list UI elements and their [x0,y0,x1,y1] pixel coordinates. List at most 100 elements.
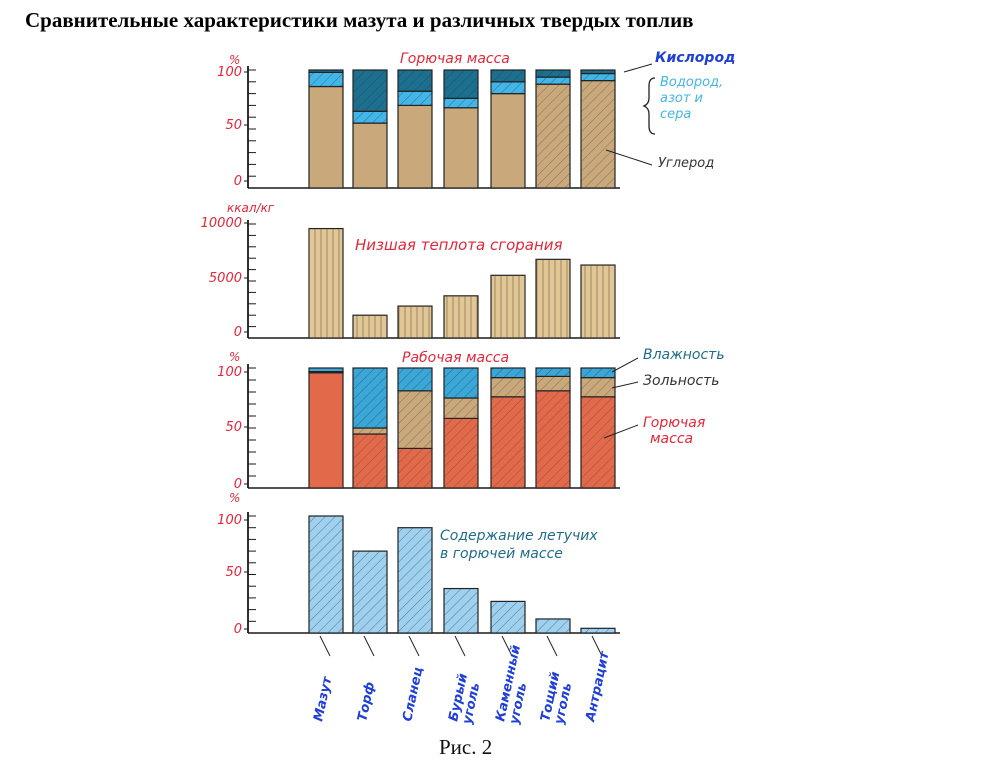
bar-hatch [353,551,387,633]
y-tick-label: 0 [234,325,242,340]
panel4-title-line1: Содержание летучих [440,528,598,544]
bar-hatch [581,377,615,397]
bar-hatch [444,398,478,419]
bar-hatch [444,98,478,108]
figure-caption: Рис. 2 [439,735,493,759]
panel3-title: Рабочая масса [402,350,509,366]
legend-oxygen: Кислород [655,50,735,66]
bar-hatch [398,368,432,391]
bar-hatch [491,275,525,338]
legend-ash: Зольность [643,373,720,389]
y-tick-label: 5000 [209,271,242,286]
bar-segment [308,372,344,489]
y-tick-label: 10000 [201,216,242,231]
y-tick-label: 50 [225,420,242,435]
leader-combustible [603,424,639,439]
panel1-unit: % [229,53,240,67]
bar-hatch [309,72,343,87]
bar-hatch [398,390,432,449]
leader-oxygen [623,63,653,73]
bar-segment [308,85,344,189]
panel3-unit: % [229,350,240,364]
bar-hatch [444,588,478,633]
leader-ash [611,381,639,389]
bar-segment [308,367,344,373]
y-tick-label: 0 [234,174,242,189]
combustible_composition-panel: 0 50 100 [217,65,620,189]
bar-hatch [581,628,615,633]
bar-hatch [491,368,525,378]
y-tick-label: 0 [234,477,242,492]
bar-hatch [581,265,615,338]
x-label-leader [319,635,331,657]
axes-layer: 0 50 100 0 5000 10000 0 50 100 0 50 100 [201,65,620,637]
legend-hns-line3: сера [660,107,691,122]
x-tick-label: Торф [355,680,378,722]
bar-hatch [398,70,432,92]
bar-hatch [353,111,387,124]
y-tick-label: 50 [225,565,242,580]
bar-hatch [398,306,432,338]
x-tick-label: Сланец [400,666,426,723]
bar-hatch [491,601,525,633]
panel2-unit: ккал/кг [227,201,275,215]
bar-hatch [353,315,387,338]
bar-hatch [536,368,570,377]
bar-hatch [581,73,615,81]
bar-hatch [581,80,615,188]
x-label-leader [363,635,375,657]
x-tick-label-line: Сланец [400,666,426,723]
bar-segment [352,122,388,189]
x-tick-label: Антрацит [583,649,613,724]
leader-carbon [605,149,653,166]
bar-segment [397,104,433,189]
bar-hatch [398,448,432,488]
x-label-leader [546,635,558,657]
bar-hatch [309,70,343,73]
x-label-leader [501,635,513,657]
legend-hns-line2: азот и [660,91,703,106]
x-tick-label-line: Торф [355,680,378,722]
bar-hatch [536,618,570,633]
legend-moisture: Влажность [643,347,725,363]
bars-layer [308,69,616,634]
bar-hatch [491,81,525,94]
panel1-title: Горючая масса [400,51,510,67]
bar-hatch [353,368,387,428]
y-tick-label: 0 [234,622,242,637]
x-tick-label-line: Антрацит [583,649,613,724]
page-title: Сравнительные характеристики мазута и ра… [25,8,694,32]
bar-hatch [444,70,478,99]
bar-hatch [444,418,478,488]
legend-combustible-line1: Горючая [643,415,705,431]
bar-hatch [398,91,432,106]
legend-carbon: Углерод [658,156,714,171]
x-label-leader [591,635,603,657]
panel2-title: Низшая теплота сгорания [355,236,563,254]
bar-hatch [536,70,570,78]
bar-hatch [353,434,387,488]
bar-hatch [398,527,432,633]
bar-hatch [581,368,615,378]
legend-hns-line1: Водород, [660,75,723,90]
bar-hatch [536,77,570,85]
panel4-unit: % [229,491,240,505]
y-tick-label: 50 [225,118,242,133]
y-tick-label: 100 [217,65,242,80]
bar-hatch [536,390,570,488]
x-tick-label-line: Мазут [311,674,335,723]
bar-hatch [444,368,478,398]
panel4-title-line2: в горючей массе [440,546,563,562]
bar-hatch [581,70,615,74]
bar-hatch [309,228,343,338]
bar-hatch [491,70,525,82]
bar-hatch [536,84,570,188]
bar-hatch [581,396,615,488]
x-label-leader [454,635,466,657]
bar-hatch [491,377,525,397]
bar-hatch [536,259,570,338]
